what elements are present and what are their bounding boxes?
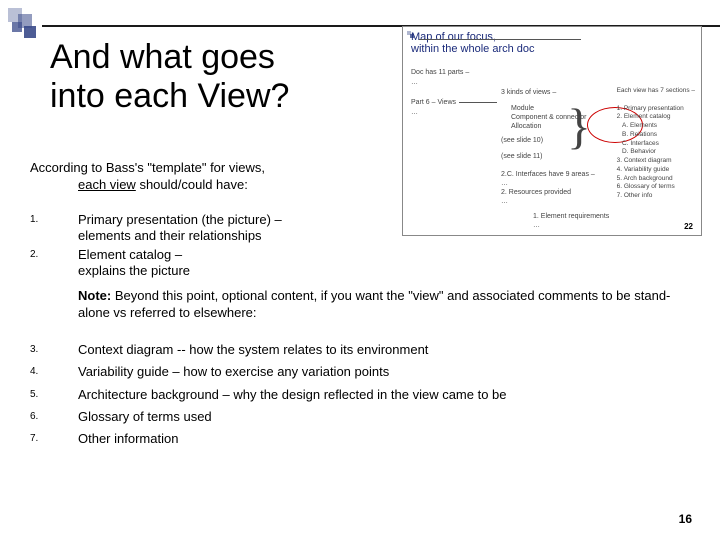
thumb-res: 2. Resources provided [501,189,571,197]
thumb-elreq: 1. Element requirements [533,213,609,221]
note-text: Note: Beyond this point, optional conten… [78,288,690,322]
list-number: 4. [30,364,78,380]
page-number: 16 [679,512,692,526]
thumb-title-1: Map of our focus, [411,31,496,43]
thumb-areas: 2.C. Interfaces have 9 areas – [501,171,595,179]
list-item: 4. Variability guide – how to exercise a… [30,364,690,380]
list-number: 1. [30,212,78,245]
list-number: 5. [30,387,78,403]
list-text: Architecture background – why the design… [78,387,507,403]
list-text: Element catalog – [78,247,182,262]
list-text: explains the picture [78,263,190,278]
list-item: 7. Other information [30,431,690,447]
intro-underline: each view [78,177,136,192]
list-item: 2. Element catalog – explains the pictur… [30,247,400,280]
list-text: Glossary of terms used [78,409,212,425]
list-number: 6. [30,409,78,425]
thumb-part6: Part 6 – Views [411,99,456,107]
thumb-slide10: (see slide 10) [501,137,543,145]
thumb-kinds: 3 kinds of views – [501,89,556,97]
list-number: 3. [30,342,78,358]
intro-line-2-rest: should/could have: [139,177,247,192]
list-text: elements and their relationships [78,228,262,243]
thumb-slide11: (see slide 11) [501,153,543,161]
page-title: And what goes into each View? [50,38,289,116]
thumbnail-slide: Map of our focus, within the whole arch … [402,26,702,236]
intro-line-1: According to Bass's "template" for views… [30,160,265,175]
thumb-page-number: 22 [684,222,693,231]
thumb-title-2: within the whole arch doc [411,43,535,55]
list-item: 6. Glossary of terms used [30,409,690,425]
list-text: Context diagram -- how the system relate… [78,342,428,358]
intro-text: According to Bass's "template" for views… [30,160,400,194]
thumb-alloc: Allocation [511,123,541,131]
thumb-sections-list: Each view has 7 sections – 1. Primary pr… [617,87,695,201]
list-item: 3. Context diagram -- how the system rel… [30,342,690,358]
note-rest: Beyond this point, optional content, if … [78,288,670,320]
list-item: 5. Architecture background – why the des… [30,387,690,403]
title-line-1: And what goes [50,38,275,76]
title-line-2: into each View? [50,77,289,115]
list-text: Primary presentation (the picture) – [78,212,282,227]
corner-decoration [8,8,44,44]
note-bold: Note: [78,288,111,303]
list-number: 2. [30,247,78,280]
thumb-doc-parts: Doc has 11 parts – [411,69,469,77]
list-text: Other information [78,431,178,447]
list-text: Variability guide – how to exercise any … [78,364,389,380]
list-bottom: 3. Context diagram -- how the system rel… [30,342,690,453]
list-item: 1. Primary presentation (the picture) – … [30,212,400,245]
list-number: 7. [30,431,78,447]
list-top: 1. Primary presentation (the picture) – … [30,212,400,281]
thumb-module: Module [511,105,534,113]
